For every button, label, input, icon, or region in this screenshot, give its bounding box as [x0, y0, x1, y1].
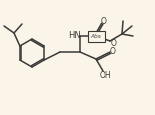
Text: O: O [111, 39, 117, 48]
Text: O: O [101, 16, 107, 25]
Text: OH: OH [99, 71, 111, 80]
FancyBboxPatch shape [88, 31, 104, 42]
Text: Abs: Abs [91, 34, 101, 39]
Text: HN: HN [68, 30, 80, 39]
Text: O: O [110, 47, 116, 56]
